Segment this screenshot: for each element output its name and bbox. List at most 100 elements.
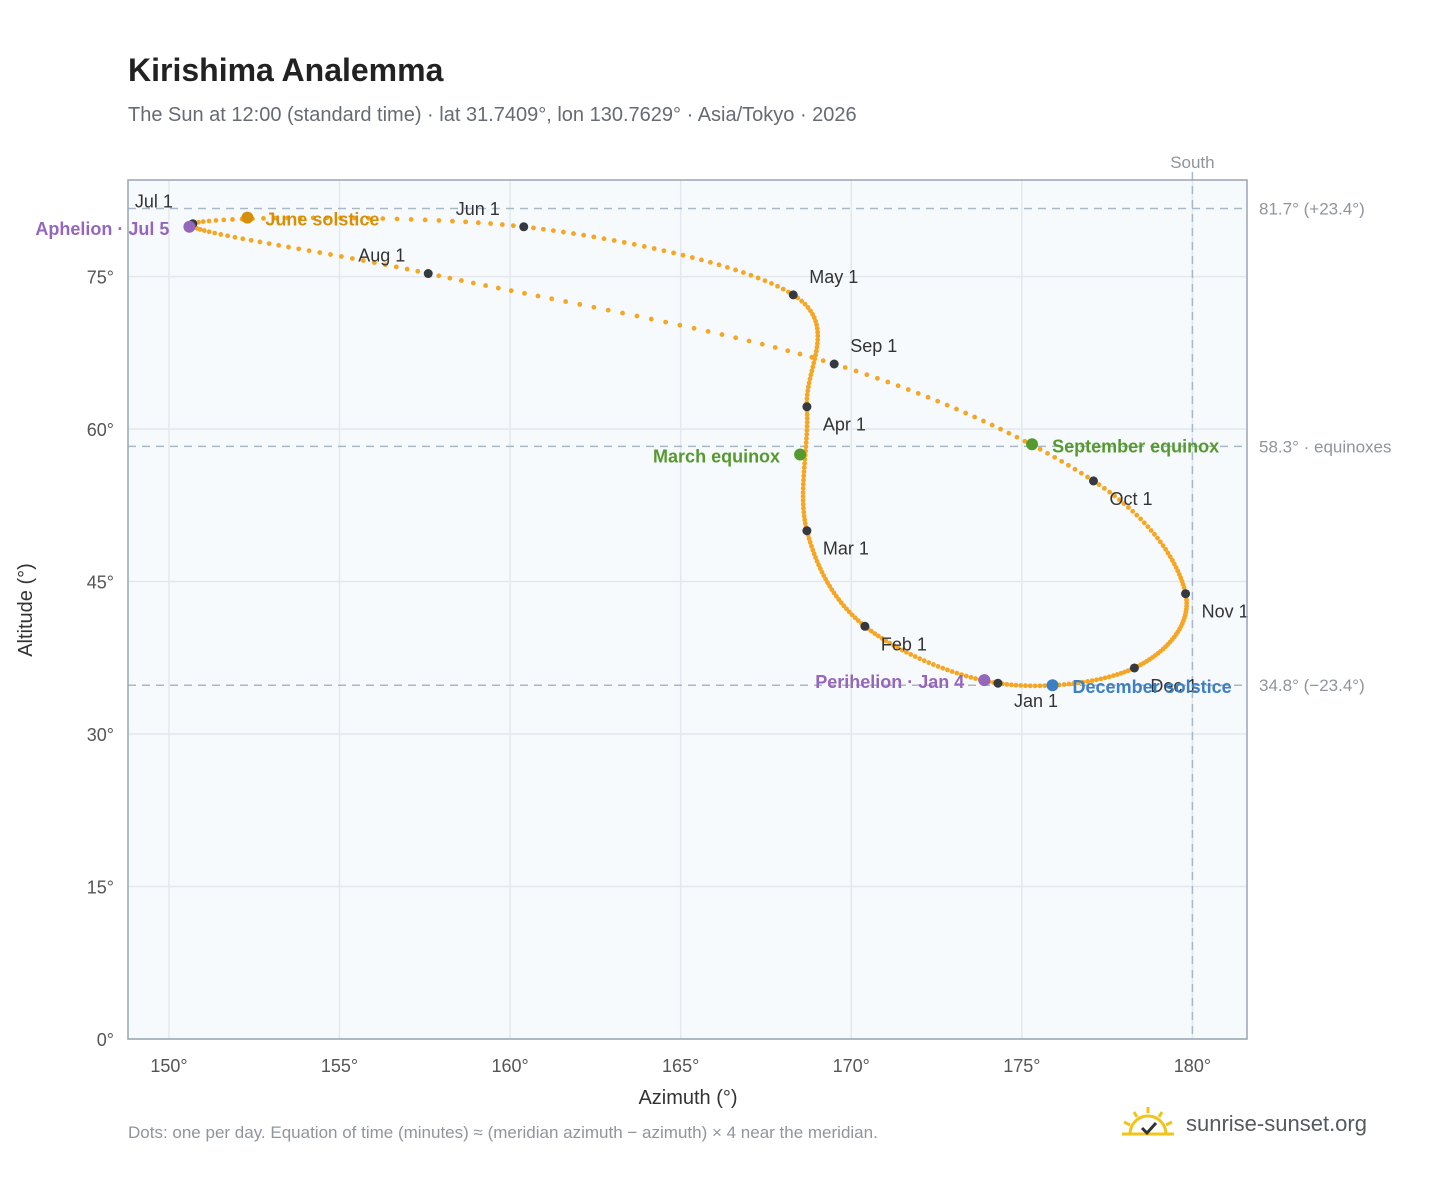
day-dot [689,255,695,260]
day-dot [800,494,806,499]
day-dot [804,412,810,417]
day-dot [1045,450,1050,456]
day-dot [762,278,768,284]
day-dot [821,573,827,579]
day-dot [328,252,333,257]
day-dot [809,368,815,374]
day-dot [799,298,805,304]
day-dot [801,505,806,511]
day-dot [1078,470,1084,476]
month-label: Jan 1 [1014,691,1058,711]
day-dot [591,234,597,240]
reference-line-label: 34.8° (−23.4°) [1259,676,1365,695]
day-dot [800,481,806,487]
day-dot [705,329,711,334]
day-dot [200,219,206,224]
footnote: Dots: one per day. Equation of time (min… [128,1123,878,1142]
day-dot [306,248,312,254]
day-dot [811,551,817,557]
event-markers: June solstice Aphelion · Jul 5 March equin… [35,210,1231,698]
day-dot [904,649,909,655]
month-label: Jun 1 [456,199,500,219]
day-dot [212,230,218,236]
day-dot [775,283,780,289]
day-dot [935,398,941,404]
day-dot [201,228,207,233]
day-dot [963,673,969,679]
month-label: Nov 1 [1202,602,1249,622]
day-dot [218,232,224,237]
day-dot [266,241,272,247]
day-dot [1121,501,1127,506]
day-dot [382,262,388,268]
day-dot [814,326,820,331]
day-dot [810,547,816,553]
day-dot [883,638,889,644]
day-dot [809,354,815,360]
day-dot [1014,434,1020,440]
day-dot [691,325,697,331]
day-dot [801,473,807,479]
day-dot [1008,682,1014,688]
event-label: September equinox [1052,436,1219,456]
day-dot [651,246,657,251]
day-dot [813,555,818,560]
day-dot [852,615,858,621]
day-dot [394,216,400,222]
day-dot [1118,670,1124,676]
day-dot [1138,516,1144,522]
brand[interactable]: sunrise-sunset.org [1120,1104,1367,1144]
day-dot [944,402,950,408]
day-dot [800,489,806,495]
day-dot [949,669,955,674]
day-dot [808,372,814,378]
day-dot [954,670,960,676]
day-dot [806,380,812,386]
x-tick-label: 160° [491,1056,528,1076]
axis-ticks: 150° 155° 160° 165° 170° 175° 180° 0° 15° 30° 45° 6… [87,268,1211,1076]
x-tick-label: 155° [321,1056,358,1076]
day-dot [436,218,442,223]
day-dot [1141,520,1147,526]
day-dot [905,387,911,392]
day-dot [785,348,791,354]
day-dot [746,338,752,344]
day-dot [808,308,813,314]
day-dot [1089,678,1095,684]
day-dot [1061,682,1067,687]
day-dot [804,436,809,441]
day-dot [917,656,923,662]
day-dot [940,665,946,671]
day-dot [968,674,974,680]
month-marker [423,269,433,279]
day-dot [931,662,936,667]
day-dot [631,241,637,247]
day-dot [272,215,278,221]
y-tick-label: 75° [87,268,114,288]
day-dot [1023,683,1028,689]
day-dot [813,352,818,358]
event-label: December solstice [1073,677,1232,697]
day-dot [981,418,986,424]
day-dot [805,384,811,390]
day-dot [1013,682,1019,688]
y-tick-label: 15° [87,878,114,898]
day-dot [248,237,254,243]
day-dot [804,432,810,437]
day-dot [816,562,822,568]
day-dot [1106,674,1112,680]
day-dot [1022,438,1028,444]
day-dot [415,268,421,274]
day-dot [868,628,874,634]
day-dot [719,332,725,337]
day-dot [591,304,597,310]
day-dot [797,351,803,357]
day-dot [759,341,765,347]
day-dot [422,217,428,223]
day-dot [846,609,852,615]
meridian-label: South [1170,153,1214,172]
day-dot [805,305,811,310]
day-dot [800,501,806,507]
day-dot [581,232,587,238]
day-dot [895,645,901,651]
